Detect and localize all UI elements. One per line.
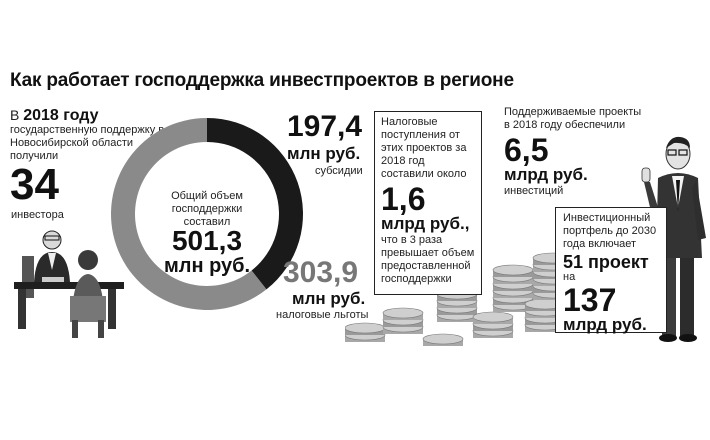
total-value: 501,3	[171, 225, 243, 256]
supported-text: Поддерживаемые проекты в 2018 году обесп…	[504, 106, 642, 131]
donut-center-caption: Общий объем господдержки составил	[171, 190, 243, 228]
left-text-block: В 2018 году государственную поддержку в …	[10, 107, 170, 163]
office-scene-illustration	[14, 230, 124, 338]
portfolio-on: на	[563, 271, 576, 283]
coin-stack	[472, 311, 514, 338]
year-label: 2018 году	[23, 107, 99, 124]
tax-number: 1,6	[381, 181, 426, 217]
left-description: государственную поддержку в Новосибирско…	[10, 124, 165, 162]
portfolio-box: Инвестиционный портфель до 2030 года вкл…	[555, 207, 667, 333]
coin-stack	[382, 307, 424, 334]
coin-stack	[436, 288, 478, 322]
donut-slice-tax-benefits	[111, 118, 267, 310]
portfolio-number: 137	[563, 282, 617, 318]
investors-unit: инвестора	[11, 209, 64, 221]
supported-unit: млрд руб.	[504, 165, 588, 184]
coin-stack	[422, 333, 464, 346]
tax-benefits-caption: налоговые льготы	[276, 309, 369, 321]
total-unit: млн руб.	[163, 255, 251, 277]
subsidies-caption: субсидии	[315, 165, 363, 177]
portfolio-projects: 51 проект	[563, 252, 649, 272]
donut-slice-subsidies	[207, 118, 303, 290]
tax-unit: млрд руб.,	[381, 214, 470, 233]
subsidies-value: 197,4	[287, 110, 363, 143]
investors-count: 34	[10, 160, 59, 209]
supported-number: 6,5	[504, 132, 549, 168]
coin-stack	[345, 322, 386, 342]
tax-revenue-box: Налоговые поступления от этих проектов з…	[374, 111, 482, 295]
page-title: Как работает господдержка инвестпроектов…	[10, 70, 514, 91]
supported-caption: инвестиций	[504, 185, 564, 197]
year-prefix: В	[10, 107, 24, 123]
tax-text-bottom: что в 3 раза превышает объем предоставле…	[381, 234, 475, 285]
donut-chart	[111, 118, 303, 310]
tax-benefits-value: 303,9	[283, 256, 359, 289]
subsidies-unit: млн руб.	[287, 144, 361, 163]
portfolio-text: Инвестиционный портфель до 2030 года вкл…	[563, 212, 657, 250]
portfolio-unit: млрд руб.	[563, 315, 647, 334]
tax-benefits-unit: млн руб.	[292, 289, 366, 308]
tax-text-top: Налоговые поступления от этих проектов з…	[381, 116, 467, 180]
